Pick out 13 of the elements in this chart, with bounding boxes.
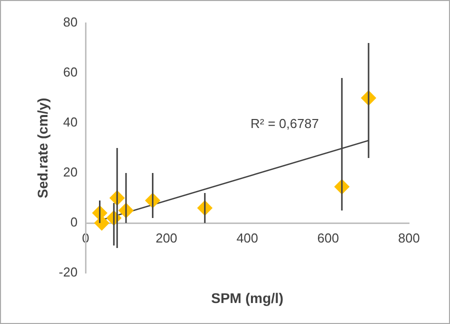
y-axis-title: Sed.rate (cm/y) — [34, 98, 50, 198]
y-tick-label: 20 — [63, 164, 78, 180]
x-tick-label: 200 — [156, 230, 178, 246]
x-axis-title: SPM (mg/l) — [211, 290, 284, 306]
x-tick-label: 800 — [398, 230, 420, 246]
x-tick-label: 600 — [317, 230, 339, 246]
y-tick-label: -20 — [58, 264, 78, 280]
x-tick-label: 400 — [236, 230, 258, 246]
y-tick-label: 0 — [70, 214, 78, 230]
annotation: R² = 0,6787 — [250, 116, 319, 131]
y-tick-label: 60 — [63, 64, 78, 80]
y-tick-label: 40 — [63, 114, 78, 130]
y-tick-label: 80 — [63, 14, 78, 30]
